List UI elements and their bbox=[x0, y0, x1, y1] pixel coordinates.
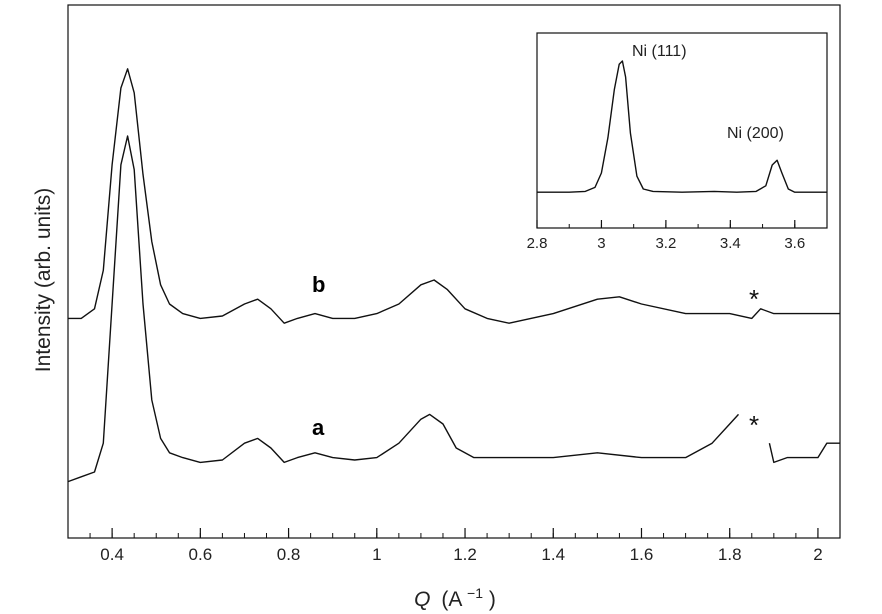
inset-frame bbox=[536, 32, 828, 229]
x-axis-title: Q (A −1 ) bbox=[414, 580, 496, 611]
inset-series-line bbox=[537, 60, 827, 193]
main-series bbox=[67, 68, 840, 483]
main-plot-frame bbox=[67, 4, 841, 539]
peak-label-ni-200: Ni (200) bbox=[727, 125, 784, 142]
x-axis-title-close: ) bbox=[489, 588, 496, 611]
x-tick-label: 0.6 bbox=[189, 545, 213, 564]
asterisk-a: * bbox=[749, 410, 759, 440]
x-tick-label: 1.6 bbox=[630, 545, 654, 564]
x-axis-title-q: Q bbox=[414, 588, 430, 611]
curve-label-a: a bbox=[312, 415, 325, 440]
inset-series bbox=[537, 60, 827, 193]
x-axis-title-sup: −1 bbox=[467, 585, 483, 601]
inset-x-tick-label: 3.6 bbox=[784, 235, 805, 252]
inset-x-tick-label: 3.4 bbox=[720, 235, 741, 252]
x-tick-label: 2 bbox=[813, 545, 822, 564]
series-line-b bbox=[68, 68, 840, 324]
y-axis-title: Intensity (arb. units) bbox=[32, 188, 55, 372]
x-tick-label: 1 bbox=[372, 545, 381, 564]
asterisk-b: * bbox=[749, 284, 759, 314]
x-tick-label: 0.4 bbox=[100, 545, 124, 564]
x-axis-title-unit: (A bbox=[441, 588, 462, 611]
x-tick-label: 0.8 bbox=[277, 545, 301, 564]
inset-x-tick-label: 3.2 bbox=[655, 235, 676, 252]
series-line-a bbox=[768, 442, 840, 464]
x-tick-label: 1.8 bbox=[718, 545, 742, 564]
inset-x-tick-label: 2.8 bbox=[527, 235, 548, 252]
x-tick-label: 1.2 bbox=[453, 545, 477, 564]
peak-label-ni-111: Ni (111) bbox=[632, 43, 687, 60]
curve-label-b: b bbox=[312, 272, 325, 297]
inset-x-tick-label: 3 bbox=[597, 235, 605, 252]
inset-x-ticks: 2.8 3 3.2 3.4 3.6 bbox=[527, 220, 828, 252]
x-tick-label: 1.4 bbox=[541, 545, 565, 564]
series-line-a bbox=[67, 135, 740, 483]
main-x-ticks: 0.4 0.6 0.8 1 1.2 1.4 1.6 1.8 2 bbox=[67, 528, 841, 564]
